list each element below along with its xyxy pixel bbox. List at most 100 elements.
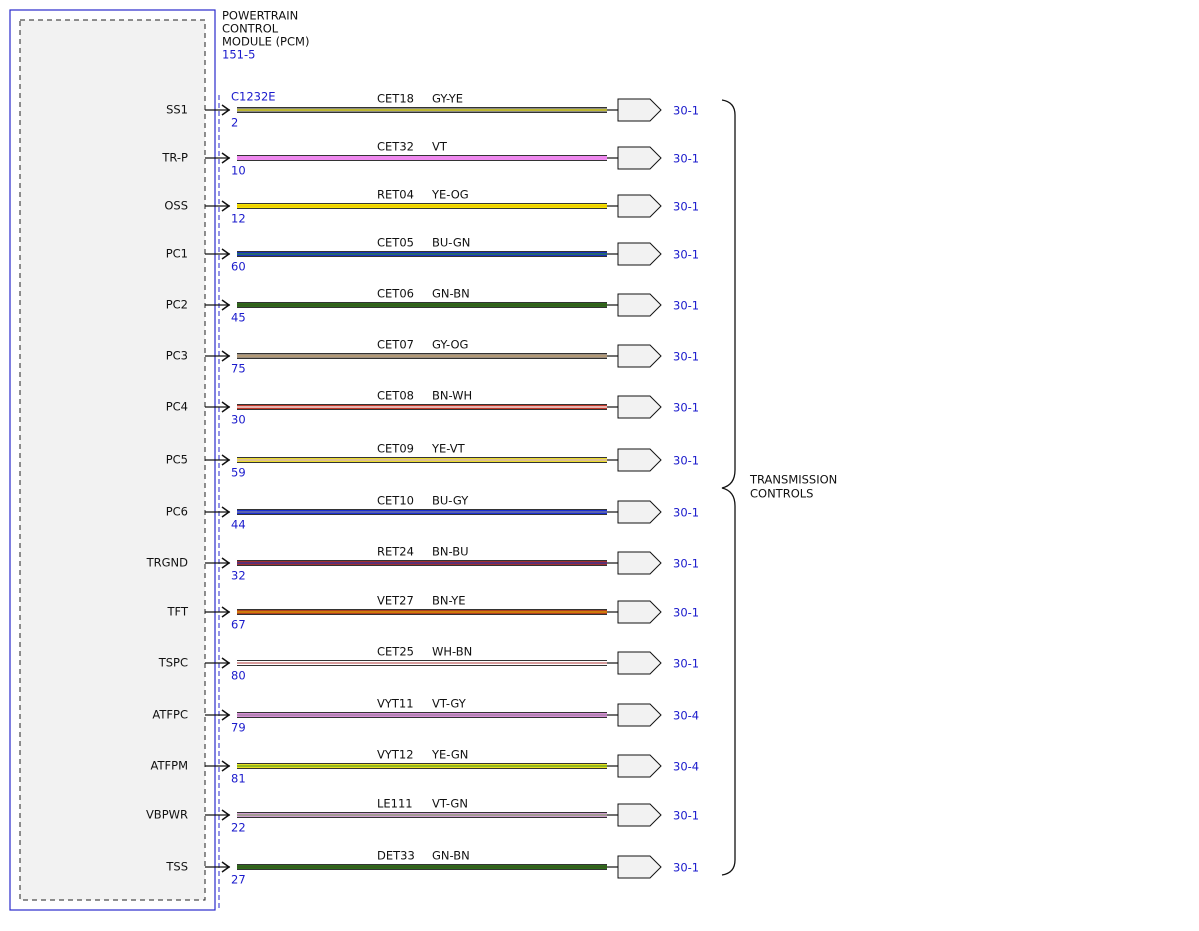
pin-arrow	[221, 557, 231, 569]
signal-label: PC2	[166, 298, 188, 312]
page-ref: 30-1	[673, 104, 699, 118]
pin-arrow	[221, 104, 231, 116]
pin-arrow	[221, 152, 231, 164]
color-label: GN-BN	[432, 287, 470, 301]
signal-label: OSS	[164, 199, 188, 213]
circuit-label: CET08	[377, 389, 414, 403]
color-label: YE-GN	[431, 748, 468, 762]
connector-symbol	[617, 395, 662, 419]
color-label: BN-WH	[432, 389, 472, 403]
page-ref: 30-1	[673, 809, 699, 823]
connector-symbol	[617, 651, 662, 675]
circuit-label: CET09	[377, 442, 414, 456]
pin-number: 67	[231, 618, 246, 632]
signal-label: PC5	[166, 453, 188, 467]
page-ref: 30-1	[673, 299, 699, 313]
page-ref: 30-1	[673, 454, 699, 468]
module-title: POWERTRAIN	[222, 9, 298, 23]
signal-label: TSPC	[158, 656, 188, 670]
color-label: GY-YE	[432, 92, 463, 106]
pin-number: 60	[231, 260, 246, 274]
page-ref: 30-1	[673, 606, 699, 620]
pin-number: 80	[231, 669, 246, 683]
pin-arrow	[221, 401, 231, 413]
page-ref: 30-1	[673, 152, 699, 166]
signal-label: TFT	[167, 605, 189, 619]
page-ref: 30-1	[673, 657, 699, 671]
circuit-label: CET25	[377, 645, 414, 659]
connector-symbol	[617, 242, 662, 266]
circuit-label: RET04	[377, 188, 414, 202]
pin-arrow	[221, 606, 231, 618]
destination-label: TRANSMISSION	[749, 473, 837, 487]
circuit-label: CET05	[377, 236, 414, 250]
circuit-label: CET10	[377, 494, 414, 508]
connector-symbol	[617, 703, 662, 727]
circuit-label: VET27	[377, 594, 414, 608]
pin-number: 12	[231, 212, 246, 226]
signal-label: PC6	[166, 505, 188, 519]
signal-label: VBPWR	[146, 808, 188, 822]
color-label: BU-GY	[432, 494, 469, 508]
page-ref: 30-1	[673, 401, 699, 415]
pin-arrow	[221, 760, 231, 772]
page-ref: 30-4	[673, 760, 699, 774]
page-ref: 30-4	[673, 709, 699, 723]
connector-symbol	[617, 600, 662, 624]
color-label: YE-VT	[431, 442, 466, 456]
signal-label: ATFPC	[152, 708, 188, 722]
pin-number: 45	[231, 311, 246, 325]
pin-number: 22	[231, 821, 246, 835]
color-label: WH-BN	[432, 645, 472, 659]
circuit-label: CET32	[377, 140, 414, 154]
signal-label: PC4	[166, 400, 188, 414]
circuit-label: CET06	[377, 287, 414, 301]
color-label: VT	[432, 140, 448, 154]
connector-symbol	[617, 448, 662, 472]
page-ref: 30-1	[673, 350, 699, 364]
signal-label: TRGND	[146, 556, 189, 570]
color-label: GY-OG	[432, 338, 468, 352]
circuit-label: CET18	[377, 92, 414, 106]
signal-label: TR-P	[161, 151, 188, 165]
color-label: BU-GN	[432, 236, 470, 250]
page-ref: 30-1	[673, 200, 699, 214]
connector-symbol	[617, 754, 662, 778]
pin-number: 27	[231, 873, 246, 887]
color-label: BN-YE	[432, 594, 466, 608]
destination-label: CONTROLS	[750, 487, 813, 501]
module-title: CONTROL	[222, 22, 279, 36]
connector-symbol	[617, 500, 662, 524]
circuit-label: DET33	[377, 849, 415, 863]
pin-arrow	[221, 350, 231, 362]
pin-arrow	[221, 657, 231, 669]
signal-label: SS1	[166, 103, 188, 117]
connector-symbol	[617, 855, 662, 879]
pin-number: 2	[231, 116, 238, 130]
page-ref: 30-1	[673, 861, 699, 875]
pin-arrow	[221, 506, 231, 518]
page-ref: 30-1	[673, 557, 699, 571]
signal-label: TSS	[165, 860, 188, 874]
pin-arrow	[221, 861, 231, 873]
pin-arrow	[221, 248, 231, 260]
color-label: GN-BN	[432, 849, 470, 863]
pin-number: 59	[231, 466, 246, 480]
signal-label: PC3	[166, 349, 188, 363]
signal-label: PC1	[166, 247, 188, 261]
connector-symbol	[617, 98, 662, 122]
page-ref: 30-1	[673, 248, 699, 262]
color-label: VT-GN	[432, 797, 468, 811]
module-code: 151-5	[222, 48, 255, 62]
pin-arrow	[221, 299, 231, 311]
pin-arrow	[221, 809, 231, 821]
connector-symbol	[617, 293, 662, 317]
color-label: VT-GY	[432, 697, 467, 711]
module-body	[19, 19, 206, 901]
pin-number: 10	[231, 164, 246, 178]
brace	[721, 99, 736, 876]
pin-number: 44	[231, 518, 246, 532]
pin-number: 30	[231, 413, 246, 427]
pin-number: 32	[231, 569, 246, 583]
